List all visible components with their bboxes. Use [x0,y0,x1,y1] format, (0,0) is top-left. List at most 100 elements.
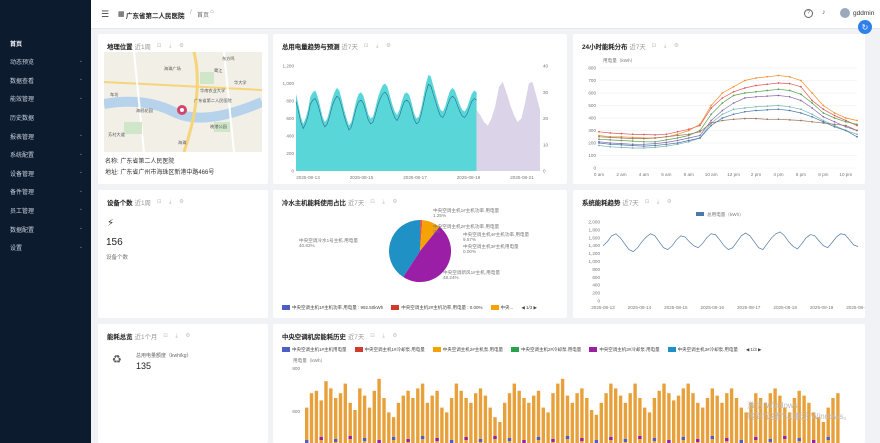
legend-item[interactable]: 中央空调主机1#主机功率.用电量 : 992.50kWh [282,305,383,311]
sidebar-item[interactable]: 首页 [0,34,91,52]
bar [758,398,763,443]
card-period: 近7天 [629,44,646,51]
bar [560,378,565,443]
pie-label-pct: 0% [433,229,440,234]
y-tick-label: 800 [588,66,596,71]
pie-label: 中央空调主机1#主机功率.用电量 [433,207,500,214]
card-toolbar-icons[interactable]: ⊡ ⤓ ⚙ [370,333,401,339]
sidebar-item[interactable]: 历史数据 [0,108,91,126]
x-tick-label: 4 am [639,172,649,177]
bar-stack [739,440,743,443]
x-tick-label: 8 pm [818,172,828,177]
chevron-down-icon[interactable]: ⌄ [179,11,185,17]
legend-item[interactable]: 中央... [490,305,513,311]
card-toolbar-icons[interactable]: ⊡ ⤓ ⚙ [363,43,394,49]
bar [744,412,748,443]
map-label: 华大学 [234,80,247,85]
refresh-icon[interactable]: ↻ [858,20,872,34]
chevron-down-icon: ⌄ [78,132,83,138]
card-toolbar-icons[interactable]: ⊡ ⤓ ⚙ [163,333,194,339]
map[interactable]: 东方鸣 华大学 车坊 海鸥花园 华南农业大学 晓港公园 鹭江 广东省第二人民医院… [104,52,262,152]
energy-24h-chart[interactable]: 用电量（kWh） 0 100 200 300 400 500 600 700 800 0 am 2 a… [573,54,865,184]
avatar[interactable] [840,8,850,18]
sidebar-item[interactable]: 动态预览 ⌄ [0,53,91,71]
card-devices: 设备个数 近1周 ⊡ ⤓ ⚙ ⚡ 156 设备个数 [98,190,268,318]
breadcrumb-home[interactable]: 首页 [197,13,210,19]
bar [478,388,483,443]
bar [609,383,613,443]
sidebar-item[interactable]: 备件管理 ⌄ [0,183,91,201]
sidebar-item[interactable]: 员工管理 ⌄ [0,201,91,219]
pie-label: 中央空调主机2#主机功率.用电量 [433,223,500,230]
bar-stack [725,438,729,441]
legend-swatch [511,347,520,353]
location-name: 名称: 广东省第二人民医院 [105,159,175,165]
bar-stack [652,438,657,441]
sidebar-item[interactable]: 设备管理 ⌄ [0,164,91,182]
bar [411,398,415,443]
sidebar-item[interactable]: 设置 ⌄ [0,239,91,257]
sidebar-item[interactable]: 报表管理 ⌄ [0,127,91,145]
bar-stack [623,439,628,442]
sidebar-item[interactable]: 数据配置 ⌄ [0,220,91,238]
y-tick-label: 600 [592,275,600,280]
question-icon[interactable]: ? [804,9,813,18]
history-bar-chart[interactable]: 用电量（kWh） 800 600 [273,356,865,443]
y2-tick-label: 40 [543,64,549,69]
y2-tick-label: 10 [543,142,549,147]
pie-label-pct: 40.82% [299,243,315,248]
bar-stack [420,436,425,439]
bar [836,393,840,443]
bar [749,402,753,443]
bell-icon[interactable]: ♪ [822,9,826,16]
card-period: 近1个月 [134,334,158,341]
x-tick-label: 4 pm [773,172,783,177]
bar [797,390,801,443]
map-label: 晓港公园 [210,124,227,129]
legend-item[interactable]: 中央空调主机1#主机用电量 [282,347,347,353]
bar [604,393,608,443]
system-trend-chart[interactable]: 总用电量（kWh） 0 200 400 600 800 1,000 1,200 1,400 1,6… [573,208,866,318]
legend-pager[interactable]: ◀ 1/3 ▶ [521,305,537,310]
y-tick-label: 0 [593,166,596,171]
hospital-selector[interactable]: 广东省第二人民医院 [126,13,185,20]
username[interactable]: gddmin [853,10,875,17]
sidebar-item[interactable]: 系统配置 ⌄ [0,146,91,164]
legend-item[interactable]: 中央空调主机2#冷却泵.用电量 [511,347,581,353]
sidebar-item[interactable]: 能效管理 ⌄ [0,90,91,108]
card-title: 地理位置 [107,44,133,51]
legend-item[interactable]: 中央空调主机3#冷却泵.用电量 [589,347,660,353]
bar [628,393,632,443]
map-label: 广东省第二人民医院 [194,98,232,103]
legend-item[interactable]: 中央空调主机1#冷却泵.用电量 [354,347,425,353]
bar [488,407,492,443]
legend-item[interactable]: 中央空调主机2#主机泵.用电量 [432,347,503,353]
legend-pager[interactable]: ◀ 1/3 ▶ [745,347,762,352]
card-toolbar-icons[interactable]: ⊡ ⤓ ⚙ [644,199,675,205]
bar-stack [667,440,671,443]
card-period: 近1周 [134,200,151,207]
card-summary: 能耗总览 近1个月 ⊡ ⤓ ⚙ ♻ 总用电量额度（kwh/kg） 135 [98,324,268,443]
sidebar-item[interactable]: 数据查看 ⌄ [0,71,91,89]
legend-item[interactable]: 中央空调主机3#冷却泵.用电量 [667,347,738,353]
card-period: 近7天 [347,200,365,207]
x-tick-label: 2025-08-13 [296,175,320,180]
bar [565,395,570,443]
card-toolbar-icons[interactable]: ⊡ ⤓ ⚙ [156,43,187,49]
data-point [598,138,600,141]
y-tick-label: 1,000 [589,259,601,264]
legend-item[interactable]: 中央空调主机2#主机功率.用电量 : 0.00% [391,305,483,311]
card-electricity-trend: 总用电量趋势与预测 近7天 ⊡ ⤓ ⚙ 0 200 400 600 800 1,000 1,20… [273,34,567,184]
y-tick-label: 800 [286,99,294,104]
bar [570,402,574,443]
card-toolbar-icons[interactable]: ⊡ ⤓ ⚙ [156,199,187,205]
electricity-chart[interactable]: 0 200 400 600 800 1,000 1,200 0 10 20 30 40 2025-08-… [273,54,567,184]
hamburger-icon[interactable]: ☰ [101,9,110,19]
map-label: 鹭江 [214,68,223,73]
map-label: 海珠 [178,140,187,145]
card-toolbar-icons[interactable]: ⊡ ⤓ ⚙ [651,43,682,49]
card-toolbar-icons[interactable]: ⊡ ⤓ ⚙ [370,199,401,205]
x-tick-label: 0 am [594,172,604,177]
bar-stack [348,436,352,439]
